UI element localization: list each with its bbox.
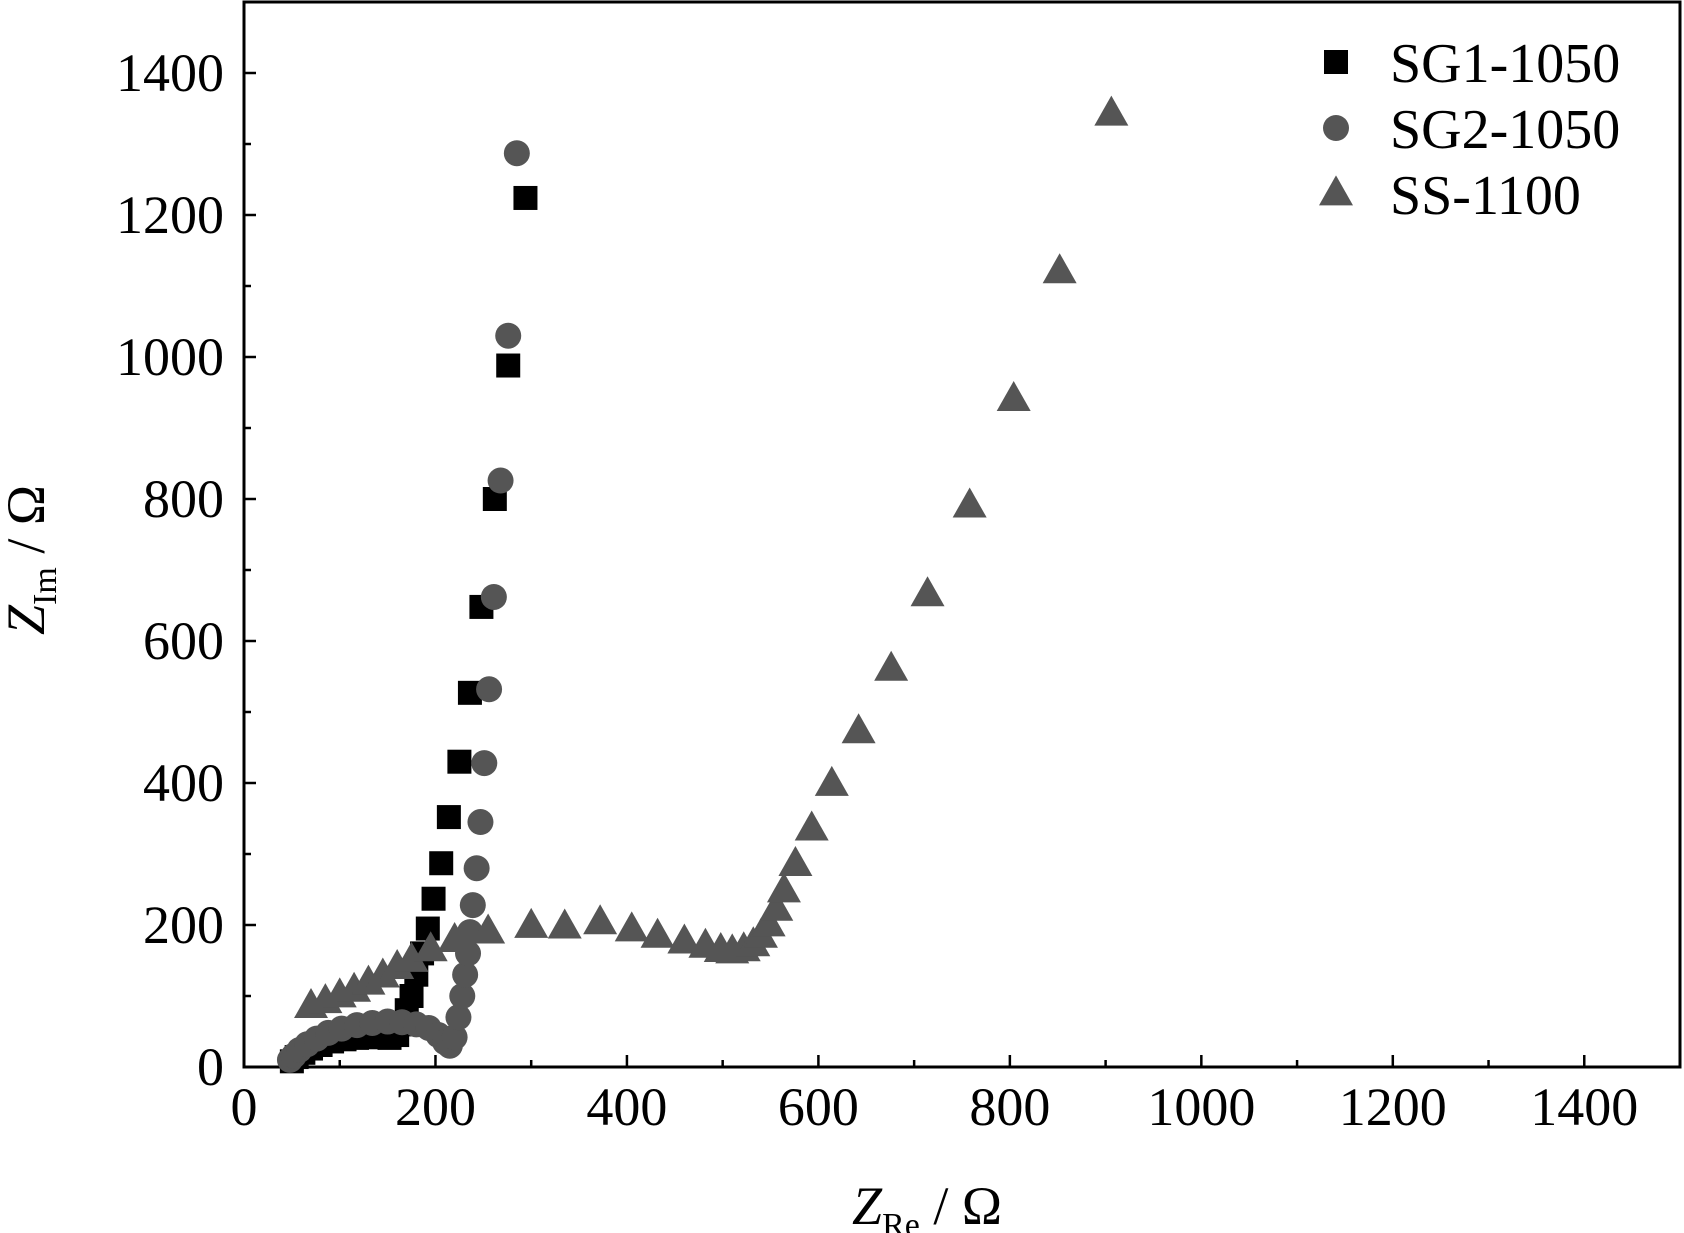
legend-marker [1323, 115, 1349, 141]
data-point [365, 957, 400, 988]
data-point [476, 676, 503, 703]
data-point [496, 353, 521, 378]
data-point [794, 810, 829, 841]
legend-entry: SG1-1050 [1390, 33, 1620, 95]
data-point [441, 1024, 468, 1051]
y-axis-title-sub: Im [27, 567, 64, 605]
data-point [814, 765, 849, 796]
x-tick-label: 1400 [1530, 1077, 1638, 1137]
data-point [463, 855, 490, 882]
data-point [751, 906, 786, 937]
legend-entry: SS-1100 [1390, 165, 1581, 227]
data-point [394, 941, 429, 972]
y-tick-label: 1200 [116, 185, 224, 245]
data-point [445, 1004, 472, 1031]
x-axis-title: ZRe / Ω [852, 1176, 1002, 1233]
data-point [487, 467, 514, 494]
legend-marker [1319, 175, 1353, 206]
legend-marker [1324, 50, 1348, 74]
data-point [429, 851, 454, 876]
x-tick-label: 200 [395, 1077, 476, 1137]
data-point [583, 904, 618, 935]
data-point [667, 923, 702, 954]
y-tick-label: 1000 [116, 327, 224, 387]
data-point [1042, 253, 1077, 284]
data-point [467, 809, 494, 836]
data-point [495, 322, 522, 349]
y-axis-title: ZIm / Ω [0, 485, 64, 635]
data-point [452, 961, 479, 988]
data-point [399, 984, 424, 1008]
ticks-group: 0 200 400 600 800 1000 1200 1400 0 200 400 600 800 10… [116, 0, 1682, 1137]
x-tick-label: 400 [586, 1077, 667, 1137]
y-tick-label: 1400 [116, 43, 224, 103]
data-point [503, 140, 530, 167]
data-point [437, 922, 472, 953]
data-point [436, 805, 461, 830]
data-point [513, 185, 538, 210]
data-point [874, 650, 909, 681]
data-point [614, 911, 649, 942]
data-point [447, 749, 472, 774]
data-point [952, 487, 987, 518]
data-point [421, 886, 446, 911]
data-point [766, 872, 801, 903]
data-point [547, 908, 582, 939]
y-tick-label: 0 [197, 1037, 224, 1097]
series-SS-1100 [294, 95, 1129, 1019]
y-tick-label: 200 [143, 895, 224, 955]
data-point [841, 713, 876, 744]
y-tick-label: 400 [143, 753, 224, 813]
data-point [910, 576, 945, 607]
data-point [471, 913, 506, 944]
x-axis-title-unit: / Ω [920, 1176, 1002, 1233]
y-axis-title-unit: / Ω [0, 485, 56, 567]
plot-frame-group [242, 0, 1682, 1069]
data-point [514, 907, 549, 938]
data-point [480, 583, 507, 610]
x-tick-label: 600 [778, 1077, 859, 1137]
data-point [449, 983, 476, 1009]
y-tick-label: 600 [143, 611, 224, 671]
x-tick-label: 0 [231, 1077, 258, 1137]
data-point [413, 931, 448, 962]
x-axis-title-main: Z [852, 1176, 883, 1233]
legend-entry: SG2-1050 [1390, 99, 1620, 161]
data-point [1094, 95, 1129, 126]
x-tick-label: 1000 [1147, 1077, 1255, 1137]
x-axis-title-sub: Re [882, 1207, 920, 1233]
data-point [996, 381, 1031, 411]
data-point [759, 890, 794, 921]
x-tick-label: 800 [969, 1077, 1050, 1137]
series-group [276, 95, 1129, 1074]
x-tick-label: 1200 [1339, 1077, 1447, 1137]
y-axis-title-main: Z [0, 604, 56, 635]
data-point [640, 917, 675, 948]
data-point [778, 846, 813, 877]
data-point [459, 892, 486, 919]
data-point [471, 750, 498, 777]
plot-frame [242, 0, 1682, 1069]
y-tick-label: 800 [143, 469, 224, 529]
